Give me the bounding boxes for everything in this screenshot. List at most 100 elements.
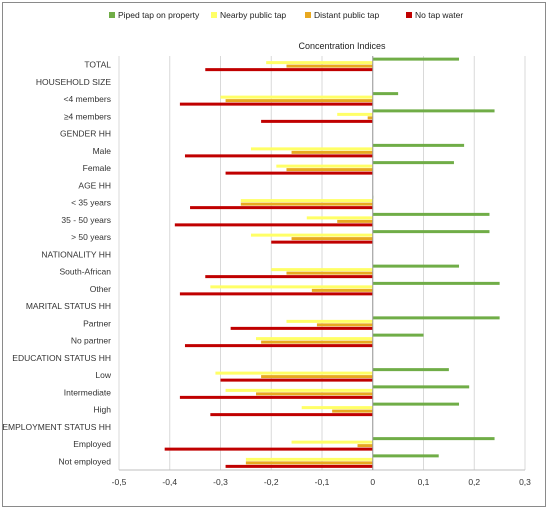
bar-no-tap-water [190, 206, 373, 210]
bar-piped-tap-on-property [372, 57, 460, 61]
x-tick-label: 0,3 [519, 477, 531, 487]
bar-distant-public-tap [225, 99, 373, 103]
bar-no-tap-water [205, 275, 373, 279]
row-label: Female [83, 163, 112, 173]
bar-distant-public-tap [367, 116, 373, 120]
row-label: Other [90, 284, 111, 294]
legend-label: Nearby public tap [220, 10, 286, 20]
bar-nearby-public-tap [291, 440, 373, 444]
bar-no-tap-water [164, 447, 373, 451]
bar-no-tap-water [230, 326, 373, 330]
row-group-header: EMPLOYMENT STATUS HH [3, 422, 111, 432]
bar-no-tap-water [225, 171, 373, 175]
bar-distant-public-tap [357, 444, 373, 448]
bar-piped-tap-on-property [372, 333, 424, 337]
concentration-indices-chart: Piped tap on property Nearby public tap Di… [3, 10, 532, 487]
bar-nearby-public-tap [250, 147, 373, 151]
bar-nearby-public-tap [250, 233, 373, 237]
bar-piped-tap-on-property [372, 402, 460, 406]
row-label: 35 - 50 years [61, 215, 111, 225]
bar-distant-public-tap [286, 168, 373, 172]
row-label: > 50 years [71, 232, 111, 242]
row-label: Partner [83, 318, 111, 328]
legend-swatch [406, 12, 412, 18]
bar-no-tap-water [220, 378, 373, 382]
bar-nearby-public-tap [271, 268, 373, 272]
bar-no-tap-water [271, 240, 373, 244]
bar-distant-public-tap [240, 202, 373, 206]
legend-label: Piped tap on property [118, 10, 200, 20]
bar-piped-tap-on-property [372, 454, 439, 458]
bar-piped-tap-on-property [372, 212, 490, 216]
row-label: South-African [60, 267, 112, 277]
bar-nearby-public-tap [220, 95, 373, 99]
bar-distant-public-tap [245, 461, 373, 465]
bar-nearby-public-tap [337, 112, 373, 116]
row-label: Male [93, 146, 112, 156]
bar-piped-tap-on-property [372, 281, 500, 285]
bar-piped-tap-on-property [372, 161, 454, 165]
row-label: Employed [73, 439, 111, 449]
legend-label: No tap water [415, 10, 463, 20]
row-group-header: AGE HH [78, 180, 111, 190]
x-tick-label: -0,1 [315, 477, 330, 487]
bar-nearby-public-tap [276, 164, 373, 168]
row-label: Not employed [59, 456, 112, 466]
x-tick-label: 0,1 [418, 477, 430, 487]
bar-nearby-public-tap [266, 61, 373, 65]
bar-nearby-public-tap [215, 371, 373, 375]
bar-piped-tap-on-property [372, 368, 449, 372]
bar-no-tap-water [225, 464, 373, 468]
legend-swatch [305, 12, 311, 18]
x-tick-labels: -0,5 -0,4 -0,3 -0,2 -0,1 0 0,1 0,2 0,3 [112, 477, 532, 487]
bar-no-tap-water [184, 154, 373, 158]
bar-piped-tap-on-property [372, 316, 500, 320]
chart-title: Concentration Indices [298, 41, 386, 51]
bar-distant-public-tap [261, 340, 373, 344]
bar-nearby-public-tap [286, 319, 373, 323]
bar-no-tap-water [179, 395, 373, 399]
row-label: Intermediate [64, 387, 112, 397]
bar-nearby-public-tap [210, 285, 373, 289]
row-label: High [94, 405, 112, 415]
bar-piped-tap-on-property [372, 143, 465, 147]
row-labels: TOTAL HOUSEHOLD SIZE <4 members ≥4 members G… [3, 60, 112, 467]
row-group-header: MARITAL STATUS HH [26, 301, 111, 311]
x-tick-label: -0,5 [112, 477, 127, 487]
row-label: TOTAL [84, 60, 111, 70]
x-tick-label: 0 [370, 477, 375, 487]
legend-swatch [109, 12, 115, 18]
chart-frame: Piped tap on property Nearby public tap Di… [2, 2, 546, 507]
row-group-header: GENDER HH [60, 129, 111, 139]
legend: Piped tap on property Nearby public tap Di… [109, 10, 463, 20]
row-group-header: NATIONALITY HH [41, 249, 111, 259]
x-tick-label: -0,2 [264, 477, 279, 487]
bar-piped-tap-on-property [372, 109, 495, 113]
bar-distant-public-tap [261, 375, 373, 379]
x-tick-label: -0,3 [213, 477, 228, 487]
bar-nearby-public-tap [306, 216, 373, 220]
x-tick-label: -0,4 [162, 477, 177, 487]
bar-nearby-public-tap [240, 199, 373, 203]
legend-label: Distant public tap [314, 10, 379, 20]
bar-distant-public-tap [256, 392, 373, 396]
bar-no-tap-water [210, 413, 373, 417]
bars [164, 56, 500, 470]
x-tick-label: 0,2 [468, 477, 480, 487]
bar-piped-tap-on-property [372, 92, 399, 96]
row-label: ≥4 members [64, 111, 111, 121]
bar-piped-tap-on-property [372, 437, 495, 441]
row-label: Low [95, 370, 111, 380]
bar-nearby-public-tap [301, 406, 373, 410]
bar-no-tap-water [179, 102, 373, 106]
bar-piped-tap-on-property [372, 385, 470, 389]
bar-distant-public-tap [332, 409, 373, 413]
bar-distant-public-tap [337, 219, 373, 223]
bar-distant-public-tap [286, 271, 373, 275]
legend-swatch [211, 12, 217, 18]
row-group-header: EDUCATION STATUS HH [12, 353, 111, 363]
bar-piped-tap-on-property [372, 230, 490, 234]
bar-distant-public-tap [291, 237, 373, 241]
bar-distant-public-tap [291, 150, 373, 154]
bar-nearby-public-tap [225, 388, 373, 392]
